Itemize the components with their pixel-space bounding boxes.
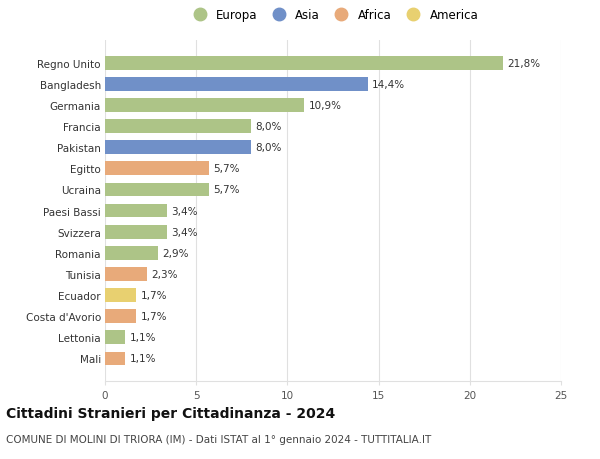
Text: 8,0%: 8,0% — [256, 122, 282, 132]
Text: 5,7%: 5,7% — [214, 164, 240, 174]
Bar — [105, 268, 147, 281]
Bar — [105, 204, 167, 218]
Text: 2,3%: 2,3% — [152, 269, 178, 280]
Bar — [105, 331, 125, 344]
Bar — [105, 225, 167, 239]
Text: 3,4%: 3,4% — [172, 206, 198, 216]
Bar — [105, 162, 209, 176]
Text: 8,0%: 8,0% — [256, 143, 282, 153]
Text: 2,9%: 2,9% — [163, 248, 189, 258]
Text: 1,1%: 1,1% — [130, 354, 156, 364]
Text: 21,8%: 21,8% — [507, 59, 541, 68]
Bar — [105, 352, 125, 365]
Bar — [105, 141, 251, 155]
Text: 1,1%: 1,1% — [130, 333, 156, 342]
Bar — [105, 120, 251, 134]
Text: 5,7%: 5,7% — [214, 185, 240, 195]
Bar — [105, 310, 136, 324]
Legend: Europa, Asia, Africa, America: Europa, Asia, Africa, America — [185, 6, 481, 24]
Bar — [105, 57, 503, 70]
Bar — [105, 183, 209, 197]
Text: Cittadini Stranieri per Cittadinanza - 2024: Cittadini Stranieri per Cittadinanza - 2… — [6, 406, 335, 420]
Bar — [105, 78, 368, 91]
Bar — [105, 289, 136, 302]
Bar — [105, 99, 304, 112]
Text: 10,9%: 10,9% — [308, 101, 341, 111]
Text: 1,7%: 1,7% — [140, 312, 167, 321]
Text: 1,7%: 1,7% — [140, 291, 167, 301]
Text: 14,4%: 14,4% — [372, 80, 406, 90]
Text: 3,4%: 3,4% — [172, 227, 198, 237]
Bar — [105, 246, 158, 260]
Text: COMUNE DI MOLINI DI TRIORA (IM) - Dati ISTAT al 1° gennaio 2024 - TUTTITALIA.IT: COMUNE DI MOLINI DI TRIORA (IM) - Dati I… — [6, 434, 431, 444]
